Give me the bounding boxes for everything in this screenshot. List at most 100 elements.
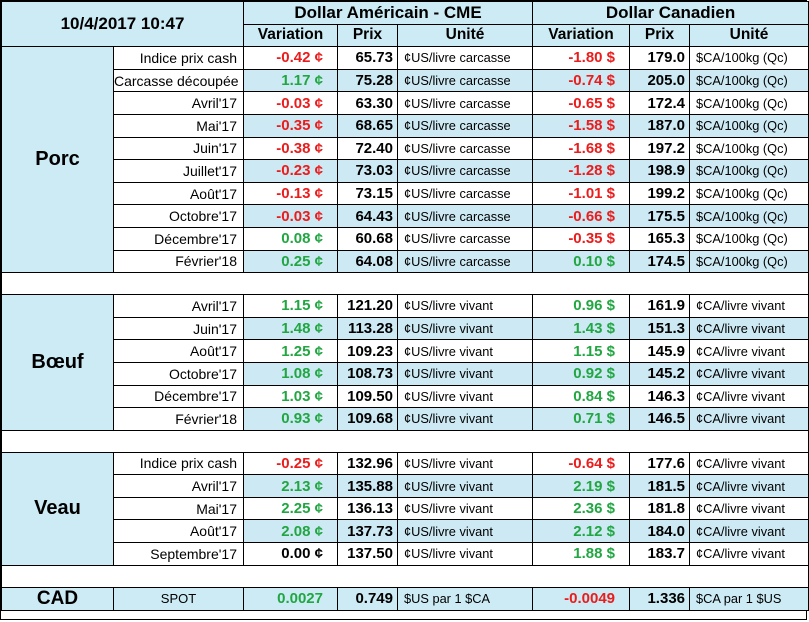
cad-price: 165.3 <box>629 226 691 251</box>
cad-variation: -0.0049 <box>532 586 631 611</box>
cad-unit: ¢CA/livre vivant <box>689 474 809 498</box>
row-label: Août'17 <box>113 339 244 363</box>
cad-unit: ¢CA/livre vivant <box>689 339 809 363</box>
cad-unit: ¢CA/livre vivant <box>689 451 809 476</box>
cad-unit: $CA/100kg (Qc) <box>689 226 809 251</box>
usd-price: 64.43 <box>337 204 398 228</box>
usd-unit: ¢US/livre vivant <box>396 474 534 498</box>
usd-variation: -0.03 ¢ <box>243 91 338 115</box>
cad-variation: -0.64 $ <box>532 451 631 476</box>
cad-variation: 2.12 $ <box>532 519 631 544</box>
usd-variation: -0.23 ¢ <box>243 159 338 183</box>
category-boeuf: Bœuf <box>1 294 114 431</box>
usd-unit: ¢US/livre carcasse <box>396 68 534 93</box>
cad-variation: 2.19 $ <box>532 474 631 498</box>
usd-variation: -0.38 ¢ <box>243 136 338 161</box>
table-row: Veau Indice prix cash -0.25 ¢ 132.96 ¢US/liv… <box>1 451 809 566</box>
cad-variation: 1.43 $ <box>532 316 631 341</box>
cad-group-header: Dollar Canadien <box>532 1 809 25</box>
usd-price-header: Prix <box>337 23 398 48</box>
table-row: Décembre'17 1.03 ¢ 109.50 ¢US/livre vivant 0… <box>2 384 809 409</box>
table-row: Août'17 1.25 ¢ 109.23 ¢US/livre vivant 1.15 … <box>2 339 809 363</box>
table-row: Carcasse découpée 1.17 ¢ 75.28 ¢US/livre ca… <box>2 68 809 93</box>
cad-unit: ¢CA/livre vivant <box>689 407 809 431</box>
cad-variation: 0.92 $ <box>532 361 631 386</box>
usd-unit: ¢US/livre vivant <box>396 361 534 386</box>
usd-variation: 0.00 ¢ <box>243 542 338 566</box>
datetime-header: 10/4/2017 10:47 <box>1 0 244 48</box>
usd-price: 121.20 <box>337 294 398 318</box>
spacer-cell <box>0 564 809 588</box>
row-label: Indice prix cash <box>113 451 244 476</box>
category-veau: Veau <box>1 451 114 566</box>
cad-unit: $CA/100kg (Qc) <box>689 249 809 274</box>
usd-variation: 1.17 ¢ <box>243 68 338 93</box>
usd-price: 72.40 <box>337 136 398 161</box>
table-row: Février'18 0.93 ¢ 109.68 ¢US/livre vivant 0.… <box>2 407 809 431</box>
cad-price: 174.5 <box>629 249 691 274</box>
table-row: Décembre'17 0.08 ¢ 60.68 ¢US/livre carcasse… <box>2 226 809 251</box>
usd-price: 135.88 <box>337 474 398 498</box>
usd-unit: ¢US/livre carcasse <box>396 136 534 161</box>
cad-variation: 2.36 $ <box>532 496 631 521</box>
usd-unit: ¢US/livre vivant <box>396 496 534 521</box>
cad-price: 146.5 <box>629 407 691 431</box>
usd-unit: ¢US/livre vivant <box>396 407 534 431</box>
cad-price: 151.3 <box>629 316 691 341</box>
usd-variation: -0.13 ¢ <box>243 181 338 206</box>
cad-price: 145.9 <box>629 339 691 363</box>
row-label: Mai'17 <box>113 113 244 138</box>
cad-variation-header: Variation <box>532 23 631 48</box>
cad-variation: 0.84 $ <box>532 384 631 409</box>
cad-unit: ¢CA/livre vivant <box>689 519 809 544</box>
category-porc: Porc <box>1 46 114 274</box>
cad-variation: -1.80 $ <box>532 46 631 70</box>
row-label: Avril'17 <box>113 294 244 318</box>
cad-price: 198.9 <box>629 159 691 183</box>
cad-variation: -0.66 $ <box>532 204 631 228</box>
usd-price: 63.30 <box>337 91 398 115</box>
table-row: Juillet'17 -0.23 ¢ 73.03 ¢US/livre carcasse… <box>2 159 809 183</box>
usd-unit: ¢US/livre vivant <box>396 519 534 544</box>
cad-variation: -0.35 $ <box>532 226 631 251</box>
row-label: Juillet'17 <box>113 159 244 183</box>
cad-unit-header: Unité <box>689 23 809 48</box>
table-row: Juin'17 1.48 ¢ 113.28 ¢US/livre vivant 1.43 … <box>2 316 809 341</box>
cad-price: 175.5 <box>629 204 691 228</box>
row-label: Juin'17 <box>113 316 244 341</box>
usd-unit: ¢US/livre carcasse <box>396 226 534 251</box>
cad-price: 172.4 <box>629 91 691 115</box>
usd-price: 109.23 <box>337 339 398 363</box>
usd-price: 64.08 <box>337 249 398 274</box>
usd-group-header: Dollar Américain - CME <box>242 1 534 25</box>
cad-unit: ¢CA/livre vivant <box>689 542 809 566</box>
usd-price: 137.50 <box>337 542 398 566</box>
usd-price: 68.65 <box>337 113 398 138</box>
usd-unit: ¢US/livre carcasse <box>396 159 534 183</box>
table-row: Février'18 0.25 ¢ 64.08 ¢US/livre carcasse 0… <box>2 249 809 274</box>
usd-unit: ¢US/livre carcasse <box>396 204 534 228</box>
usd-price: 137.73 <box>337 519 398 544</box>
cad-variation: -1.01 $ <box>532 181 631 206</box>
cad-variation: 1.15 $ <box>532 339 631 363</box>
cad-unit: ¢CA/livre vivant <box>689 294 809 318</box>
usd-unit: $US par 1 $CA <box>396 586 534 611</box>
cad-price: 205.0 <box>629 68 691 93</box>
usd-price: 0.749 <box>337 586 398 611</box>
usd-variation: 0.0027 <box>243 586 338 611</box>
usd-variation: 1.25 ¢ <box>243 339 338 363</box>
cad-unit: $CA par 1 $US <box>689 586 809 611</box>
usd-variation: -0.03 ¢ <box>243 204 338 228</box>
usd-price: 108.73 <box>337 361 398 386</box>
category-cad: CAD <box>1 586 114 611</box>
cad-price: 187.0 <box>629 113 691 138</box>
cad-unit: ¢CA/livre vivant <box>689 316 809 341</box>
usd-variation: 1.48 ¢ <box>243 316 338 341</box>
cad-price: 181.8 <box>629 496 691 521</box>
table-row: Juin'17 -0.38 ¢ 72.40 ¢US/livre carcasse -1.… <box>2 136 809 161</box>
row-label: Février'18 <box>113 407 244 431</box>
cad-unit: $CA/100kg (Qc) <box>689 136 809 161</box>
table-row: Octobre'17 -0.03 ¢ 64.43 ¢US/livre carcasse… <box>2 204 809 228</box>
cad-variation: 0.10 $ <box>532 249 631 274</box>
usd-price: 113.28 <box>337 316 398 341</box>
